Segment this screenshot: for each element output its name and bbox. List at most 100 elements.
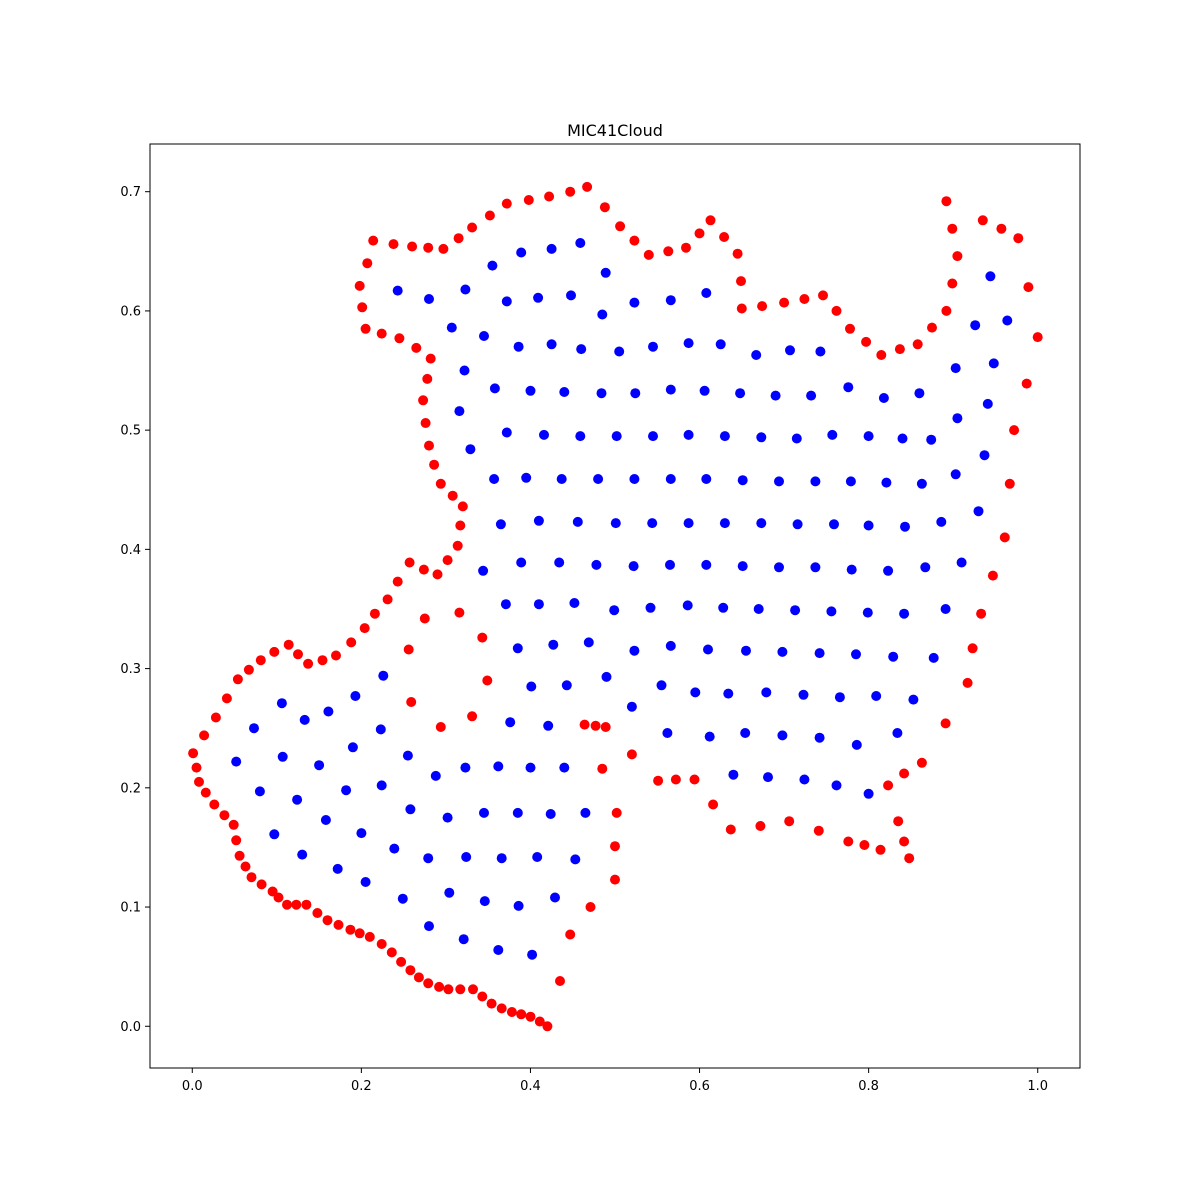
data-point [629,235,640,246]
data-point [420,418,431,428]
data-point [784,816,795,827]
data-point [719,431,730,442]
data-point [341,785,352,796]
data-point [360,323,371,334]
data-point [952,251,963,262]
data-point [243,664,254,675]
data-point [876,350,887,360]
data-point [565,186,576,197]
data-point [282,899,292,910]
data-point [293,649,303,660]
x-tick-label: 0.2 [351,1079,372,1094]
data-point [346,637,357,648]
data-point [663,246,674,257]
data-point [376,780,387,791]
data-point [982,398,993,409]
data-point [407,241,418,252]
data-point [599,202,610,213]
y-tick-label: 0.7 [120,185,141,200]
data-point [546,243,557,254]
data-point [200,787,211,798]
data-point [210,712,221,723]
data-point [630,388,641,399]
data-point [878,393,889,403]
data-point [681,242,691,253]
data-point [392,576,403,587]
data-point [228,819,239,830]
data-point [708,799,719,810]
data-point [435,478,446,489]
data-point [575,431,586,442]
data-point [432,569,443,580]
data-point [881,477,892,488]
data-point [665,559,675,570]
data-point [544,191,555,202]
data-point [977,215,988,226]
data-point [656,680,667,691]
data-point [610,518,621,529]
data-point [973,506,984,517]
data-point [447,490,458,501]
data-point [683,429,694,440]
data-point [435,722,446,732]
x-tick-label: 0.8 [858,1079,879,1094]
data-point [478,565,489,576]
data-point [751,350,762,360]
data-point [827,429,838,440]
data-point [704,731,715,742]
data-point [543,720,554,731]
data-point [715,339,726,350]
data-point [482,675,493,686]
data-point [495,519,506,530]
data-point [548,639,559,650]
data-point [368,235,379,246]
data-point [1023,282,1034,293]
data-point [756,432,767,443]
data-point [683,518,694,529]
data-point [629,645,640,656]
data-point [683,338,694,349]
data-point [701,474,712,484]
data-point [863,520,874,531]
data-point [460,284,471,295]
data-point [513,900,524,911]
y-tick-label: 0.4 [120,543,141,558]
data-point [479,807,489,818]
data-point [572,516,583,527]
data-point [438,243,449,254]
data-point [967,643,978,654]
data-point [458,934,469,945]
data-point [496,853,507,864]
data-point [653,775,664,786]
data-point [735,388,746,399]
data-point [611,431,622,442]
data-point [512,807,523,818]
data-point [566,290,576,301]
data-point [486,998,497,1009]
data-point [904,853,915,864]
data-point [291,899,302,910]
data-point [512,643,523,654]
data-point [357,302,368,313]
data-point [249,723,259,734]
data-point [405,804,416,815]
data-point [255,655,266,666]
data-point [419,613,430,624]
data-point [582,181,593,192]
data-point [628,561,639,572]
data-point [430,770,441,781]
data-point [423,978,434,989]
data-point [1009,425,1020,436]
data-point [682,600,693,611]
data-point [575,238,586,248]
data-point [501,296,512,307]
data-point [705,215,716,226]
y-tick-label: 0.6 [120,304,141,319]
x-tick-label: 0.0 [182,1079,203,1094]
data-point [1002,315,1013,326]
data-point [810,476,821,487]
data-point [580,807,591,818]
data-point [593,474,604,484]
data-point [596,388,607,399]
